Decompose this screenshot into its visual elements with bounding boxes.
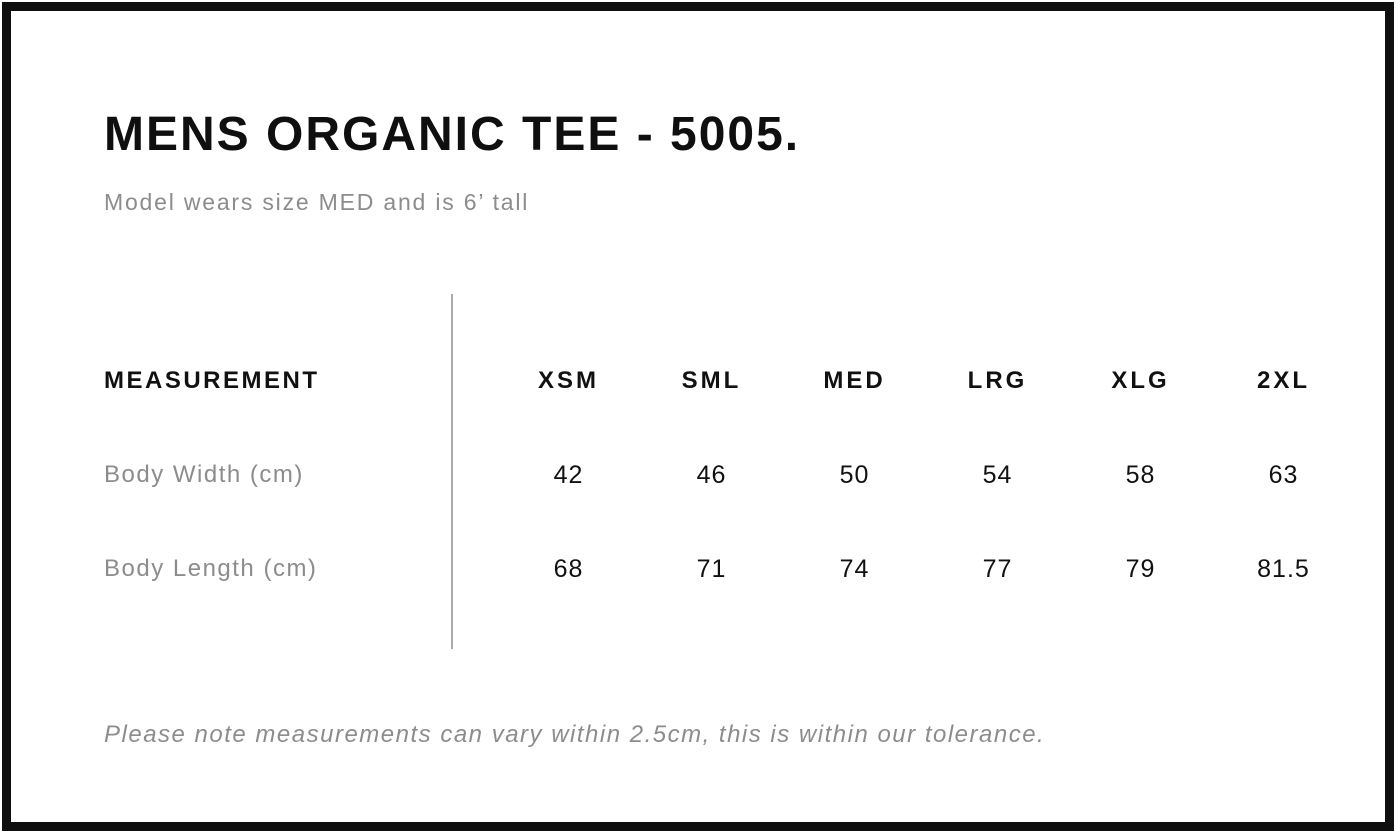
column-header-med: MED [823, 367, 886, 394]
tolerance-note: Please note measurements can vary within… [104, 721, 1046, 748]
column-header-2xl: 2XL [1256, 367, 1310, 394]
column-header-measurement: MEASUREMENT [104, 367, 320, 394]
value-cell: 50 [839, 460, 870, 489]
table-row-body-length: Body Length (cm) 68 71 74 77 79 81.5 [104, 522, 1355, 616]
column-header-xsm: XSM [537, 367, 599, 394]
value-cell: 63 [1268, 460, 1299, 489]
value-cell: 58 [1125, 460, 1156, 489]
size-guide-content: MENS ORGANIC TEE - 5005. Model wears siz… [11, 11, 1385, 749]
value-cell: 77 [982, 554, 1013, 583]
size-chart-table: MEASUREMENT XSM SML MED LRG XLG 2XL Body… [104, 294, 1355, 649]
value-cell: 71 [696, 554, 727, 583]
row-label-body-length: Body Length (cm) [104, 555, 318, 582]
row-label-body-width: Body Width (cm) [104, 461, 304, 488]
value-cell: 81.5 [1257, 554, 1310, 583]
value-cell: 79 [1125, 554, 1156, 583]
model-size-info: Model wears size MED and is 6’ tall [104, 189, 530, 215]
value-cell: 46 [696, 460, 727, 489]
table-row-body-width: Body Width (cm) 42 46 50 54 58 63 [104, 428, 1355, 522]
value-cell: 74 [839, 554, 870, 583]
page-title: MENS ORGANIC TEE - 5005. [104, 108, 801, 161]
value-cell: 68 [553, 554, 584, 583]
column-header-xlg: XLG [1111, 367, 1170, 394]
value-cell: 42 [553, 460, 584, 489]
table-header-row: MEASUREMENT XSM SML MED LRG XLG 2XL [104, 334, 1355, 428]
vertical-divider-line [451, 294, 453, 649]
column-header-lrg: LRG [967, 367, 1028, 394]
column-header-sml: SML [681, 367, 742, 394]
value-cell: 54 [982, 460, 1013, 489]
